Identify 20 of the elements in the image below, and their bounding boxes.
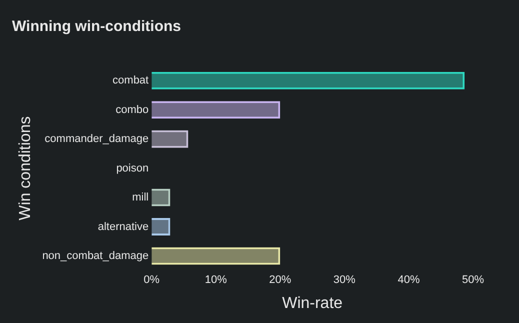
y-tick-label: commander_damage (44, 133, 149, 146)
x-tick-label: 20% (269, 274, 292, 286)
bar (152, 72, 465, 90)
bar (152, 130, 188, 148)
x-tick-label: 50% (462, 274, 484, 286)
x-tick-label: 0% (144, 274, 160, 286)
bar (152, 101, 280, 119)
x-axis-title: Win-rate (282, 294, 343, 312)
chart-title: Winning win-conditions (12, 18, 181, 36)
y-tick-label: poison (116, 162, 149, 174)
y-tick-label: alternative (98, 220, 149, 233)
y-tick-label: mill (132, 192, 149, 204)
y-tick-label: combat (112, 74, 149, 87)
x-tick-label: 30% (333, 274, 356, 286)
y-tick-label: non_combat_damage (42, 250, 149, 262)
x-tick-label: 10% (204, 274, 228, 286)
y-tick-label: combo (116, 104, 149, 116)
x-tick-label: 40% (398, 274, 420, 286)
bar (152, 247, 280, 265)
y-axis-title: Win conditions (17, 116, 34, 220)
